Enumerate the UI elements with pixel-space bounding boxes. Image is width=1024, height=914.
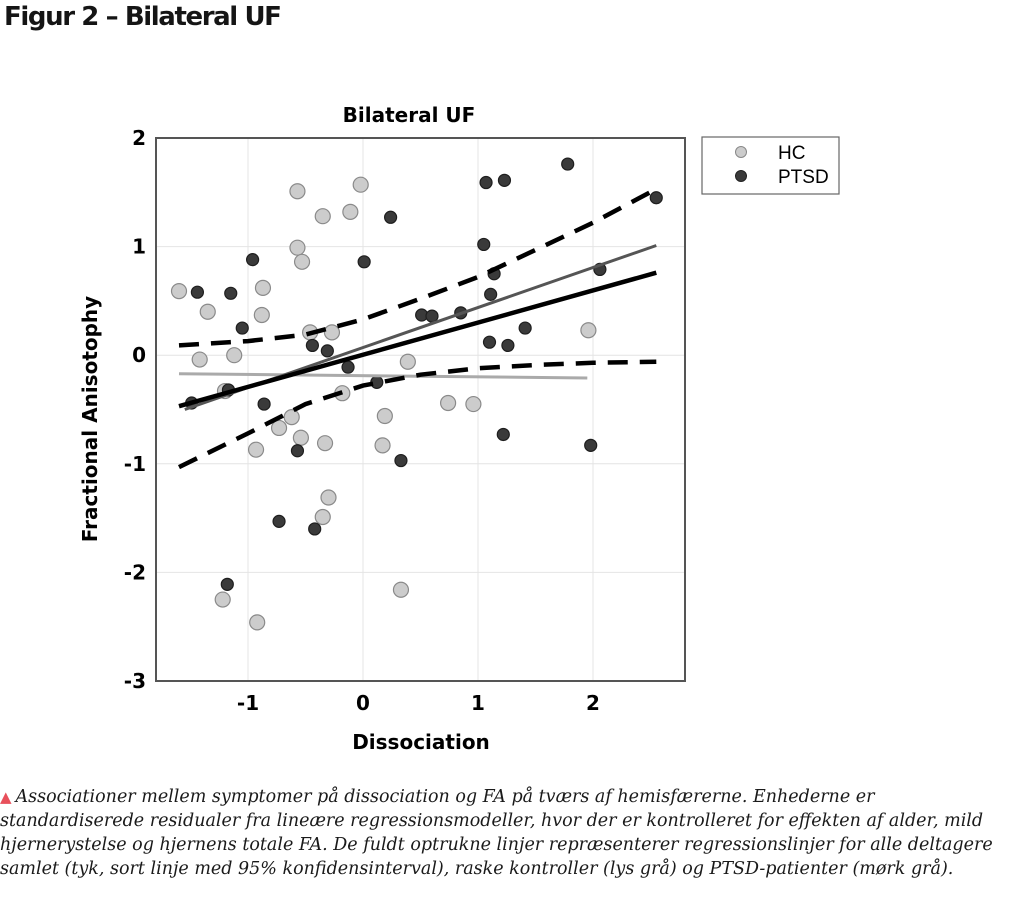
- hc-point: [283, 409, 300, 426]
- grid-lines: [156, 137, 685, 682]
- x-tick-labels: -1 0 1 2: [237, 691, 600, 715]
- legend-marker-ptsd: [735, 170, 747, 182]
- ptsd-point: [235, 321, 249, 335]
- regression-lines: [178, 187, 658, 470]
- x-axis-label: Dissociation: [352, 730, 490, 754]
- hc-point: [226, 347, 243, 364]
- hc-point: [342, 203, 359, 220]
- x-tick-label: 1: [471, 691, 485, 715]
- caption-triangle-icon: ▲: [0, 788, 12, 806]
- ptsd-point: [357, 255, 371, 269]
- hc-point: [465, 395, 482, 413]
- y-tick-label: -3: [124, 669, 146, 693]
- hc-point: [289, 239, 306, 256]
- legend-marker-hc: [735, 146, 747, 158]
- hc-point: [249, 614, 266, 631]
- hc-point: [376, 407, 393, 425]
- data-points: [170, 157, 663, 631]
- ptsd-point: [305, 338, 319, 353]
- ptsd-point: [308, 522, 322, 536]
- hc-point: [254, 279, 272, 296]
- ptsd-point: [220, 577, 234, 591]
- x-tick-label: 2: [586, 691, 600, 715]
- hc-point: [320, 489, 337, 506]
- scatter-chart: Bilateral UF 2 1 0 -1 -2 -3 -1 0 1 2 Dissociatio…: [78, 103, 840, 754]
- y-tick-labels: 2 1 0 -1 -2 -3: [124, 126, 146, 693]
- ptsd-point: [224, 286, 238, 300]
- hc-point: [270, 419, 288, 437]
- figure-caption: ▲ Associationer mellem symptomer på disso…: [0, 785, 1022, 881]
- hc-point: [191, 351, 208, 368]
- hc-point: [199, 303, 216, 320]
- ptsd-point: [518, 321, 532, 335]
- ptsd-point: [649, 191, 663, 205]
- hc-point: [392, 581, 410, 598]
- confidence-interval-line: [178, 187, 658, 348]
- ptsd-point: [561, 157, 575, 171]
- ptsd-point: [320, 344, 334, 358]
- ptsd-point: [497, 173, 512, 187]
- hc-point: [580, 322, 597, 339]
- chart-title: Bilateral UF: [343, 103, 476, 127]
- ptsd-point: [501, 338, 515, 353]
- ptsd-point: [384, 210, 398, 224]
- hc-point: [253, 306, 270, 324]
- hc-point: [247, 441, 265, 458]
- ptsd-point: [394, 453, 408, 468]
- ptsd-point: [425, 309, 439, 323]
- ptsd-point: [484, 287, 498, 301]
- x-tick-label: -1: [237, 691, 259, 715]
- hc-point: [292, 429, 309, 446]
- hc-point: [374, 437, 391, 454]
- legend-label-hc: HC: [778, 143, 805, 164]
- plot-frame: [155, 137, 686, 682]
- ptsd-point: [496, 427, 510, 442]
- legend: HC PTSD: [701, 136, 840, 195]
- y-tick-label: -2: [124, 560, 146, 584]
- hc-point: [399, 353, 416, 370]
- overall-regression-line: [178, 270, 657, 409]
- hc-point: [316, 435, 334, 452]
- ptsd-point: [482, 335, 497, 349]
- y-tick-label: 1: [132, 235, 146, 259]
- ptsd-point: [341, 360, 355, 374]
- ptsd-point: [477, 237, 491, 252]
- confidence-interval-line: [178, 359, 657, 470]
- y-tick-label: 0: [132, 343, 146, 367]
- hc-point: [440, 394, 457, 412]
- hc-point: [314, 208, 331, 225]
- y-axis-label: Fractional Anisotophy: [78, 296, 102, 542]
- ptsd-point: [190, 285, 204, 299]
- ptsd-point: [584, 438, 598, 452]
- legend-box: [701, 136, 840, 195]
- y-tick-label: -1: [124, 452, 146, 476]
- ptsd-point: [479, 175, 493, 190]
- x-tick-label: 0: [356, 691, 370, 715]
- hc-point: [289, 183, 306, 200]
- ptsd-point: [257, 397, 271, 411]
- ptsd-point: [272, 514, 286, 528]
- figure-heading: Figur 2 – Bilateral UF: [4, 2, 282, 32]
- caption-text: Associationer mellem symptomer på dissoc…: [0, 787, 993, 879]
- hc-regression-line: [178, 372, 588, 380]
- hc-point: [352, 176, 369, 193]
- legend-label-ptsd: PTSD: [778, 167, 829, 188]
- ptsd-point: [290, 444, 305, 458]
- hc-point: [170, 283, 188, 300]
- hc-point: [314, 508, 331, 526]
- hc-point: [214, 591, 231, 608]
- hc-point: [293, 253, 311, 270]
- hc-point: [323, 324, 341, 341]
- y-tick-label: 2: [132, 126, 146, 150]
- ptsd-point: [246, 253, 260, 267]
